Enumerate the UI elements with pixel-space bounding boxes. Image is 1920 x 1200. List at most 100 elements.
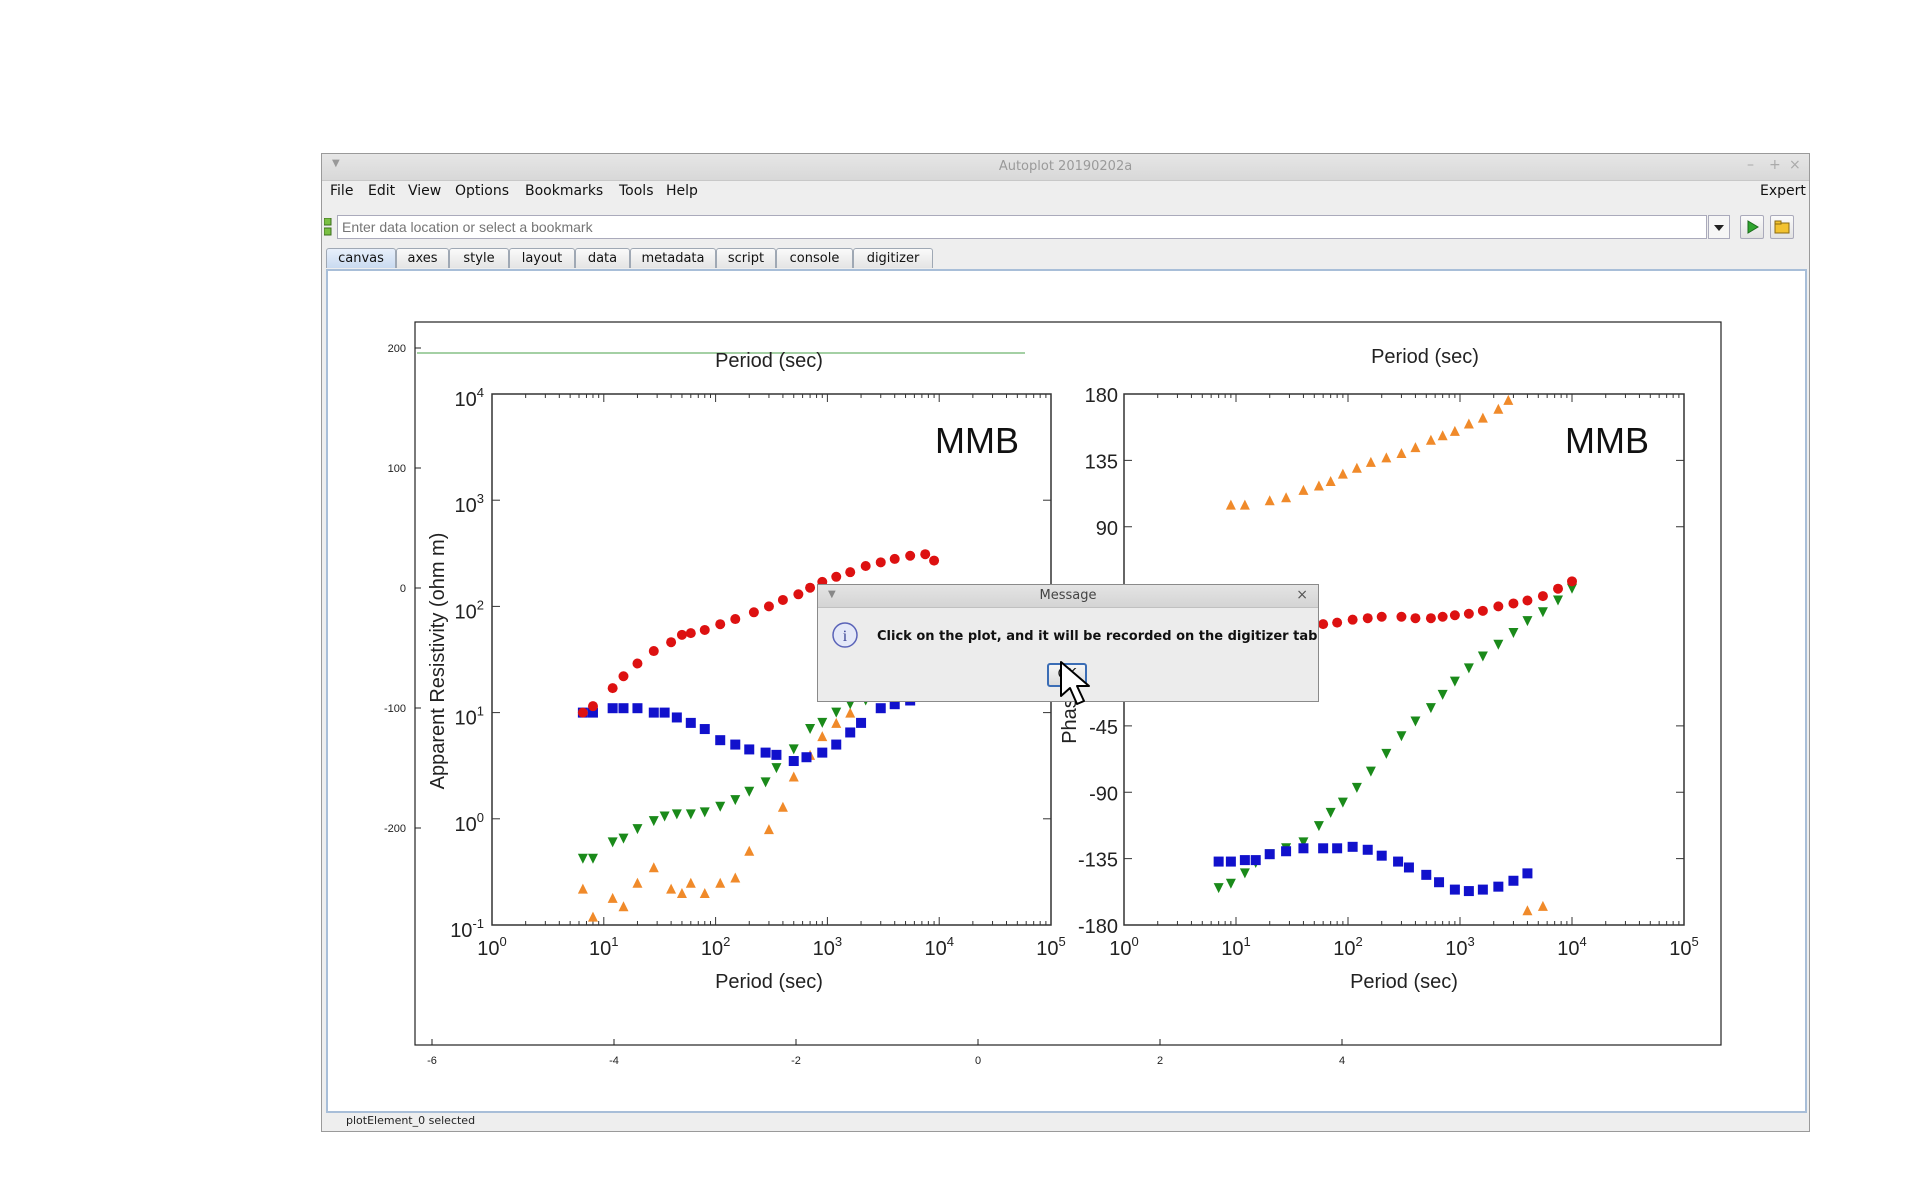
data-point-blue xyxy=(632,703,643,714)
data-point-blue xyxy=(889,699,900,710)
data-point-green xyxy=(817,717,828,728)
tab-canvas[interactable]: canvas xyxy=(326,248,396,268)
menu-view[interactable]: View xyxy=(408,183,442,199)
data-point-red xyxy=(1537,591,1548,602)
close-icon[interactable]: × xyxy=(1789,157,1801,173)
tab-console[interactable]: console xyxy=(776,248,853,268)
data-point-orange xyxy=(788,771,799,782)
data-point-orange xyxy=(676,888,687,899)
data-point-orange xyxy=(1365,456,1376,467)
tab-layout[interactable]: layout xyxy=(509,248,575,268)
data-point-green xyxy=(671,809,682,820)
tab-data[interactable]: data xyxy=(575,248,630,268)
data-point-blue xyxy=(1298,843,1309,854)
data-point-blue xyxy=(1421,869,1432,880)
dialog-close-icon[interactable]: × xyxy=(1296,587,1308,603)
data-point-green xyxy=(1449,676,1460,687)
data-point-red xyxy=(889,553,900,564)
bookmark-dropdown-button[interactable] xyxy=(1708,215,1730,239)
data-point-green xyxy=(1508,627,1519,638)
outer-x-tick-label: -2 xyxy=(791,1055,801,1067)
data-point-blue xyxy=(618,703,629,714)
tab-style[interactable]: style xyxy=(449,248,509,268)
data-point-blue xyxy=(760,747,771,758)
tab-metadata[interactable]: metadata xyxy=(630,248,716,268)
data-point-blue xyxy=(1493,881,1504,892)
data-point-green xyxy=(699,807,710,818)
data-point-green xyxy=(577,853,588,864)
data-point-green xyxy=(771,763,782,774)
dialog-menu-icon[interactable]: ▼ xyxy=(828,589,836,600)
panel-y-tick-label: -180 xyxy=(1078,916,1118,938)
data-point-green xyxy=(1365,766,1376,777)
outer-y-axis: 200 100 0 -100 -200 xyxy=(384,343,421,835)
panel-y-tick-label: -135 xyxy=(1078,850,1118,872)
chevron-down-icon xyxy=(1714,225,1724,231)
data-point-orange xyxy=(1239,499,1250,510)
window-menu-icon[interactable]: ▼ xyxy=(332,158,340,169)
menu-options[interactable]: Options xyxy=(455,183,510,199)
menu-edit[interactable]: Edit xyxy=(368,183,396,199)
tab-digitizer[interactable]: digitizer xyxy=(853,248,933,268)
menu-file[interactable]: File xyxy=(330,183,354,199)
data-point-orange xyxy=(1351,462,1362,473)
data-point-blue xyxy=(1449,884,1460,895)
mouse-cursor-icon xyxy=(1060,661,1090,705)
data-point-red xyxy=(929,555,940,566)
menu-tools[interactable]: Tools xyxy=(619,183,654,199)
outer-x-tick-label: -6 xyxy=(427,1055,437,1067)
dialog-title[interactable]: Message xyxy=(818,585,1318,608)
plot-go-button[interactable] xyxy=(1740,215,1764,239)
data-point-green xyxy=(1463,663,1474,674)
minimize-icon[interactable]: – xyxy=(1747,157,1754,173)
data-point-orange xyxy=(817,731,828,742)
data-point-green xyxy=(618,833,629,844)
data-point-orange xyxy=(1325,476,1336,487)
maximize-icon[interactable]: + xyxy=(1769,157,1781,173)
data-point-blue xyxy=(685,717,696,728)
data-point-green xyxy=(1313,821,1324,832)
data-point-green xyxy=(1298,837,1309,848)
menu-bar: File Edit View Options Bookmarks Tools H… xyxy=(322,180,1809,202)
data-point-green xyxy=(760,777,771,788)
data-point-green xyxy=(1325,807,1336,818)
status-bar: plotElement_0 selected xyxy=(346,1114,476,1127)
browse-folder-button[interactable] xyxy=(1770,215,1794,239)
data-point-green xyxy=(1239,868,1250,879)
data-point-green xyxy=(648,816,659,827)
tab-script[interactable]: script xyxy=(716,248,776,268)
play-icon xyxy=(1747,220,1759,234)
title-bar[interactable]: ▼ Autoplot 20190202a – + × xyxy=(322,154,1809,181)
data-point-blue xyxy=(1477,884,1488,895)
data-point-blue xyxy=(1362,844,1373,855)
panel-y-tick-label: -90 xyxy=(1089,783,1118,805)
data-point-blue xyxy=(648,707,659,718)
data-point-blue xyxy=(1225,856,1236,867)
data-point-red xyxy=(1567,576,1577,587)
data-point-blue xyxy=(1332,843,1343,854)
data-point-red xyxy=(1437,611,1448,622)
expert-mode-label[interactable]: Expert xyxy=(1760,183,1806,199)
data-point-red xyxy=(777,594,788,605)
data-point-red xyxy=(699,624,710,635)
data-point-red xyxy=(1449,610,1460,621)
data-point-red xyxy=(1522,595,1533,606)
tab-axes[interactable]: axes xyxy=(396,248,449,268)
outer-y-tick-label: -100 xyxy=(384,703,406,715)
data-point-blue xyxy=(1347,841,1358,852)
data-point-orange xyxy=(577,883,588,894)
image-right-panel: Period (sec) MMB Phas Period (sec) 100 10… xyxy=(1059,346,1699,993)
data-location-input[interactable] xyxy=(337,215,1707,239)
data-point-blue xyxy=(671,712,682,723)
menu-help[interactable]: Help xyxy=(666,183,698,199)
data-point-blue xyxy=(1318,843,1329,854)
data-point-blue xyxy=(699,724,710,735)
left-panel-title: Period (sec) xyxy=(715,350,823,372)
outer-x-tick-label: 4 xyxy=(1339,1055,1345,1067)
data-point-green xyxy=(1213,883,1224,894)
menu-bookmarks[interactable]: Bookmarks xyxy=(525,183,604,199)
data-point-orange xyxy=(763,824,774,835)
data-point-red xyxy=(1508,598,1519,609)
data-point-orange xyxy=(1493,403,1504,414)
outer-y-tick-label: -200 xyxy=(384,823,406,835)
